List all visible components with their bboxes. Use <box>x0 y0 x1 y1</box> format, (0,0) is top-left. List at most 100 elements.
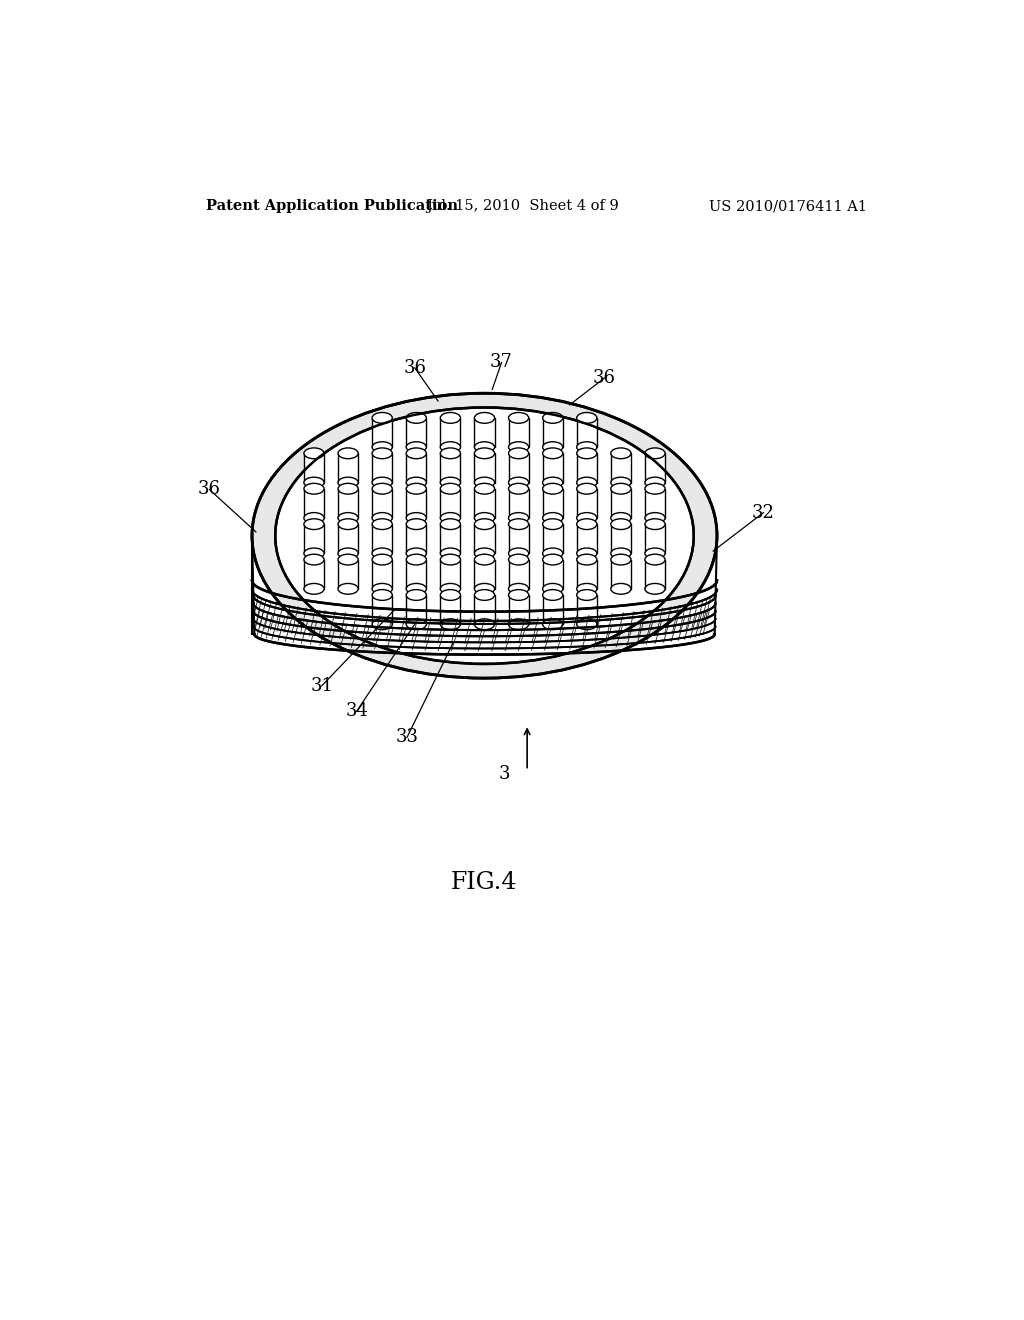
Ellipse shape <box>440 447 461 459</box>
Ellipse shape <box>611 483 631 494</box>
Bar <box>372 595 392 624</box>
Bar <box>577 453 597 483</box>
Ellipse shape <box>577 483 597 494</box>
Bar <box>577 524 597 553</box>
Bar <box>474 524 495 553</box>
Bar <box>577 418 597 447</box>
Ellipse shape <box>645 447 665 459</box>
Ellipse shape <box>577 583 597 594</box>
Bar <box>440 418 461 447</box>
Ellipse shape <box>474 413 495 424</box>
Ellipse shape <box>338 519 358 529</box>
Ellipse shape <box>338 548 358 558</box>
Ellipse shape <box>577 447 597 459</box>
Ellipse shape <box>645 554 665 565</box>
Ellipse shape <box>509 483 528 494</box>
Ellipse shape <box>611 519 631 529</box>
Bar <box>474 595 495 624</box>
Text: 34: 34 <box>345 702 368 721</box>
Bar <box>509 418 528 447</box>
Ellipse shape <box>304 548 324 558</box>
Ellipse shape <box>577 554 597 565</box>
Bar <box>440 595 461 624</box>
Ellipse shape <box>474 478 495 488</box>
Ellipse shape <box>611 554 631 565</box>
Ellipse shape <box>509 619 528 630</box>
Ellipse shape <box>509 548 528 558</box>
Bar <box>338 524 358 553</box>
Ellipse shape <box>543 483 563 494</box>
Bar <box>407 524 426 553</box>
Bar <box>474 488 495 517</box>
Ellipse shape <box>543 512 563 524</box>
Ellipse shape <box>509 512 528 524</box>
Ellipse shape <box>474 583 495 594</box>
Ellipse shape <box>304 554 324 565</box>
Text: 31: 31 <box>310 677 333 694</box>
Ellipse shape <box>407 619 426 630</box>
Bar <box>577 560 597 589</box>
Ellipse shape <box>509 413 528 424</box>
Bar <box>304 453 324 483</box>
Bar <box>407 418 426 447</box>
Ellipse shape <box>611 548 631 558</box>
Ellipse shape <box>304 478 324 488</box>
Bar <box>509 453 528 483</box>
Bar <box>338 560 358 589</box>
Ellipse shape <box>474 619 495 630</box>
Bar <box>611 488 631 517</box>
Bar <box>543 488 563 517</box>
Ellipse shape <box>372 413 392 424</box>
Bar <box>440 560 461 589</box>
Bar <box>645 453 665 483</box>
Text: Patent Application Publication: Patent Application Publication <box>206 199 458 213</box>
Ellipse shape <box>372 554 392 565</box>
Ellipse shape <box>645 483 665 494</box>
Ellipse shape <box>440 554 461 565</box>
Ellipse shape <box>252 393 717 678</box>
Bar <box>440 488 461 517</box>
Ellipse shape <box>474 548 495 558</box>
Ellipse shape <box>372 519 392 529</box>
Ellipse shape <box>440 583 461 594</box>
Ellipse shape <box>338 478 358 488</box>
Text: 36: 36 <box>593 368 616 387</box>
Ellipse shape <box>304 512 324 524</box>
Bar <box>509 560 528 589</box>
Ellipse shape <box>645 512 665 524</box>
Ellipse shape <box>338 583 358 594</box>
Text: Jul. 15, 2010  Sheet 4 of 9: Jul. 15, 2010 Sheet 4 of 9 <box>426 199 620 213</box>
Ellipse shape <box>407 478 426 488</box>
Ellipse shape <box>543 413 563 424</box>
Ellipse shape <box>474 442 495 453</box>
Ellipse shape <box>543 447 563 459</box>
Bar <box>372 560 392 589</box>
Ellipse shape <box>407 512 426 524</box>
Ellipse shape <box>474 483 495 494</box>
Ellipse shape <box>509 519 528 529</box>
Ellipse shape <box>577 590 597 601</box>
Ellipse shape <box>577 478 597 488</box>
Ellipse shape <box>338 554 358 565</box>
Ellipse shape <box>474 512 495 524</box>
Bar <box>338 488 358 517</box>
Bar <box>372 488 392 517</box>
Text: 33: 33 <box>395 729 419 746</box>
Bar <box>304 488 324 517</box>
Ellipse shape <box>577 519 597 529</box>
Ellipse shape <box>407 554 426 565</box>
Bar <box>611 453 631 483</box>
Ellipse shape <box>645 583 665 594</box>
Bar <box>407 453 426 483</box>
Ellipse shape <box>474 519 495 529</box>
Ellipse shape <box>440 619 461 630</box>
Bar <box>543 524 563 553</box>
Ellipse shape <box>440 512 461 524</box>
Ellipse shape <box>372 619 392 630</box>
Ellipse shape <box>543 442 563 453</box>
Ellipse shape <box>304 583 324 594</box>
Bar <box>474 453 495 483</box>
Ellipse shape <box>645 478 665 488</box>
Ellipse shape <box>407 442 426 453</box>
Bar <box>543 560 563 589</box>
